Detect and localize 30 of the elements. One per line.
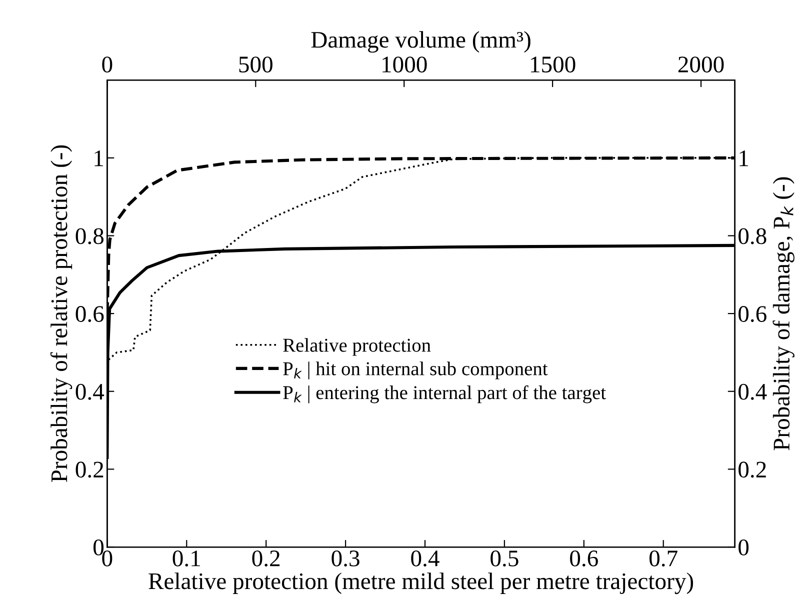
x-tick-label: 0.3 bbox=[332, 550, 360, 567]
y2-tick-label: 0.6 bbox=[738, 306, 766, 322]
y-tick-label: 0.4 bbox=[76, 384, 104, 400]
x2-tick-label: 1500 bbox=[531, 56, 576, 73]
y2-tick-label: 0 bbox=[738, 540, 749, 556]
x-tick-label: 0.7 bbox=[649, 550, 678, 567]
x-tick-label: 0.5 bbox=[490, 550, 518, 567]
y2-tick-label: 1 bbox=[740, 150, 748, 166]
x-tick-label: 0.2 bbox=[252, 550, 280, 567]
x2-tick-label: 2000 bbox=[678, 56, 724, 73]
y-tick-label: 1 bbox=[94, 150, 103, 166]
legend-label: Relative protection bbox=[283, 338, 431, 356]
legend-label: P$_{k}$ | hit on internal sub component bbox=[283, 362, 548, 380]
x-tick-label: 0.6 bbox=[570, 550, 598, 567]
x-tick-label: 0.4 bbox=[411, 550, 440, 567]
y2-tick-label: 0.2 bbox=[738, 462, 766, 478]
y2-axis-title: Probability of damage, P$_{k}$ (-) bbox=[772, 177, 794, 450]
legend-label: P$_{k}$ | entering the internal part of the target bbox=[283, 385, 606, 404]
y-axis-title: Probability of relative protection (-) bbox=[50, 145, 72, 482]
y2-tick-label: 0.8 bbox=[738, 228, 766, 244]
y-tick-label: 0 bbox=[94, 540, 104, 556]
x2-tick-label: 1000 bbox=[382, 56, 427, 73]
x-tick-label: 0.1 bbox=[172, 550, 200, 567]
y2-tick-label: 0.4 bbox=[738, 384, 767, 400]
x2-axis-title: Damage volume (mm³) bbox=[311, 31, 530, 53]
y-tick-label: 0.2 bbox=[76, 462, 104, 478]
x2-tick-label: 500 bbox=[239, 56, 272, 73]
y-tick-label: 0.6 bbox=[76, 306, 104, 322]
x-axis-title: Relative protection (metre mild steel per metre trajectory) bbox=[148, 572, 694, 594]
y-tick-label: 0.8 bbox=[76, 228, 104, 244]
